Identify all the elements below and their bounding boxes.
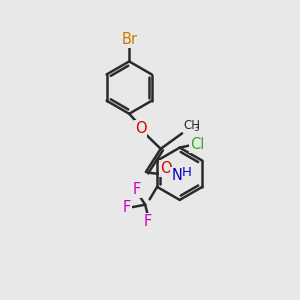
Text: Cl: Cl	[190, 137, 205, 152]
Text: F: F	[133, 182, 141, 197]
Text: O: O	[135, 121, 146, 136]
Text: Br: Br	[121, 32, 137, 47]
Text: O: O	[160, 161, 172, 176]
Text: N: N	[172, 168, 182, 183]
Text: 3: 3	[193, 124, 199, 134]
Text: F: F	[123, 200, 131, 214]
Text: CH: CH	[184, 119, 201, 132]
Text: H: H	[182, 166, 192, 179]
Text: F: F	[144, 214, 152, 230]
